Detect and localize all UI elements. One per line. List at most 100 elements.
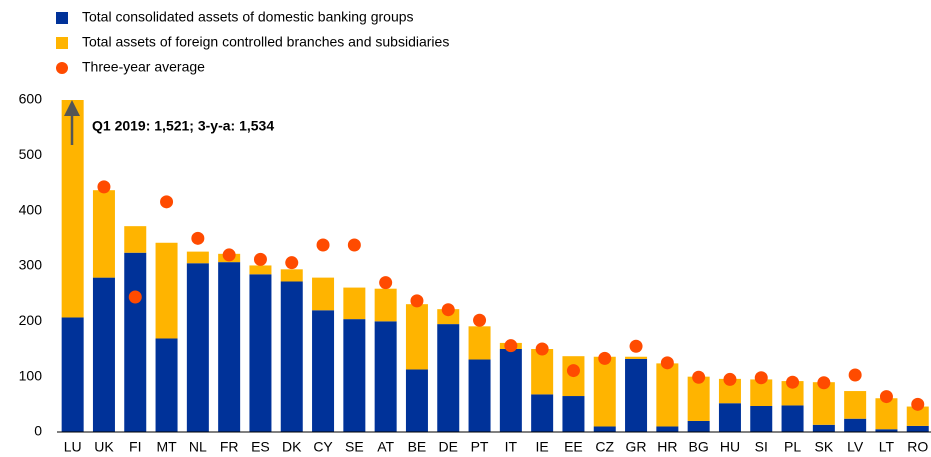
arrow-head (64, 100, 80, 116)
y-tick-label: 200 (19, 312, 43, 328)
bar-segment (312, 277, 335, 311)
bar-segment (405, 369, 428, 432)
bar-segment (844, 391, 867, 419)
average-dot (191, 231, 205, 245)
x-tick-label: SK (815, 439, 834, 455)
bar-segment (875, 429, 898, 432)
average-dot (817, 376, 831, 390)
bar-segment (531, 394, 554, 432)
legend-label: Total consolidated assets of domestic ba… (82, 9, 414, 25)
x-tick-label: LU (64, 439, 82, 455)
bar-segment (812, 382, 835, 425)
x-tick-label: MT (156, 439, 177, 455)
x-tick-label: RO (907, 439, 928, 455)
bar-segment (124, 226, 147, 253)
x-tick-label: NL (189, 439, 207, 455)
average-dot (441, 303, 455, 317)
average-dot (160, 195, 174, 209)
bar-segment (374, 321, 397, 432)
x-tick-label: GR (626, 439, 647, 455)
bar-segment (280, 281, 303, 432)
bar-segment (531, 349, 554, 395)
legend-label: Three-year average (82, 59, 205, 75)
x-tick-label: LT (879, 439, 895, 455)
x-tick-label: DE (439, 439, 458, 455)
average-dot (222, 248, 236, 262)
y-tick-label: 400 (19, 201, 43, 217)
x-tick-label: IE (536, 439, 549, 455)
bar-segment (625, 358, 648, 432)
bar-segment (781, 405, 804, 432)
bar-segment (906, 406, 929, 426)
bar-segment (781, 381, 804, 406)
average-dot (379, 276, 393, 290)
bar-segment (61, 317, 84, 432)
x-tick-label: BG (689, 439, 709, 455)
x-tick-label: HU (720, 439, 740, 455)
bar-segment (343, 319, 366, 432)
legend-label: Total assets of foreign controlled branc… (82, 34, 449, 50)
x-tick-label: SE (345, 439, 364, 455)
average-dot (285, 256, 299, 270)
y-tick-label: 500 (19, 146, 43, 162)
annotation: Q1 2019: 1,521; 3-y-a: 1,534 (92, 118, 274, 134)
bar-segment (906, 425, 929, 432)
average-dot (848, 368, 862, 382)
bar-segment (218, 262, 241, 432)
bar-segment (186, 263, 209, 432)
bar-segment (343, 287, 366, 320)
bar-segment (499, 349, 522, 432)
x-tick-label: UK (94, 439, 114, 455)
average-dot (128, 290, 142, 304)
bar-segment (374, 288, 397, 322)
bar-segment (61, 100, 84, 318)
bar-segment (437, 324, 460, 432)
bar-segment (812, 424, 835, 432)
bar-segment (687, 420, 710, 432)
average-dot (253, 252, 267, 266)
x-tick-label: AT (377, 439, 394, 455)
y-tick-label: 600 (19, 91, 43, 107)
plot-area (61, 100, 929, 432)
average-dot (97, 180, 111, 194)
average-dot (316, 238, 330, 252)
average-dot (410, 294, 424, 308)
x-tick-label: EE (564, 439, 583, 455)
average-dot (692, 370, 706, 384)
y-tick-label: 100 (19, 367, 43, 383)
bar-segment (875, 398, 898, 430)
bar-segment (844, 418, 867, 432)
x-tick-label: SI (755, 439, 768, 455)
average-dot (786, 375, 800, 389)
average-dot (723, 372, 737, 386)
y-tick-label: 300 (19, 257, 43, 273)
average-dot (535, 342, 549, 356)
x-tick-label: ES (251, 439, 270, 455)
legend-marker (56, 12, 68, 24)
x-tick-label: LV (847, 439, 864, 455)
x-tick-label: CZ (595, 439, 614, 455)
bar-segment (750, 379, 773, 406)
bar-segment (656, 363, 679, 427)
bar-segment (405, 304, 428, 370)
x-tick-label: HR (657, 439, 677, 455)
x-tick-label: PL (784, 439, 801, 455)
average-dot (660, 356, 674, 370)
legend-marker (56, 62, 68, 74)
bar-segment (687, 376, 710, 421)
average-dot (911, 397, 925, 411)
bar-segment (593, 356, 616, 427)
bar-segment (186, 251, 209, 264)
x-tick-label: PT (471, 439, 489, 455)
x-tick-label: FI (129, 439, 141, 455)
legend-marker (56, 37, 68, 49)
x-tick-label: CY (313, 439, 333, 455)
bar-segment (280, 269, 303, 282)
bar-segment (468, 326, 491, 360)
average-dot (629, 339, 643, 353)
bar-segment (718, 403, 741, 432)
bar-segment (750, 405, 773, 432)
bar-segment (562, 396, 585, 432)
bar-segment (92, 190, 115, 278)
